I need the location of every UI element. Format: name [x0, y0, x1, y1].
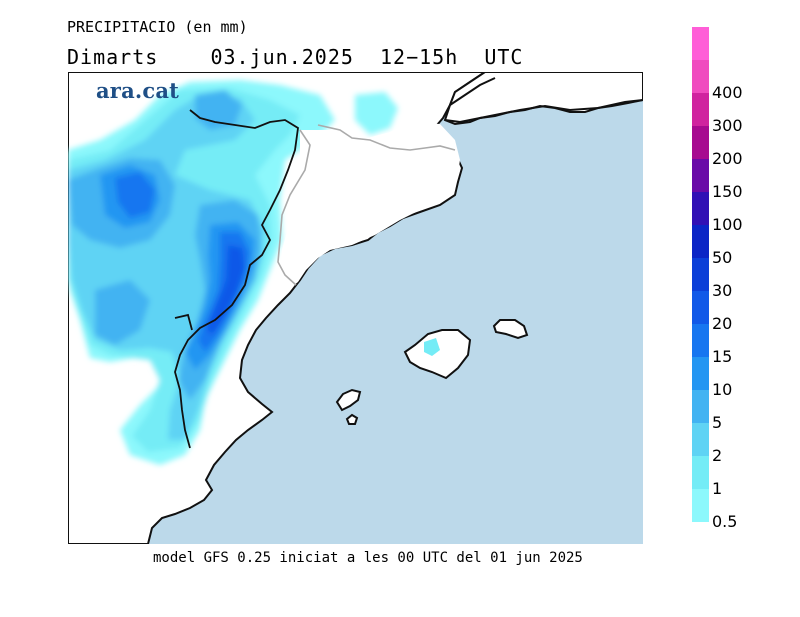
legend-swatch: [692, 423, 709, 456]
legend-label: 10: [712, 380, 733, 399]
legend-colorbar: [692, 27, 709, 522]
island-menorca: [492, 319, 529, 340]
legend-label: 5: [712, 413, 723, 432]
mallorca-precipitation: [424, 338, 440, 356]
legend-swatch: [692, 60, 709, 93]
island-mallorca: [403, 329, 472, 380]
border-valencia-west: [174, 313, 193, 331]
legend-swatch: [692, 456, 709, 489]
border-aragon: [174, 109, 299, 449]
model-info: model GFS 0.25 iniciat a les 00 UTC del …: [153, 550, 583, 566]
legend-swatch: [692, 390, 709, 423]
legend-label: 200: [712, 149, 743, 168]
legend-label: 15: [712, 347, 733, 366]
legend-label: 300: [712, 116, 743, 135]
forecast-datetime: Dimarts 03.jun.2025 12−15h UTC: [67, 45, 524, 69]
legend-swatch: [692, 27, 709, 60]
legend-swatch: [692, 93, 709, 126]
island-eivissa: [335, 388, 362, 412]
legend-swatch: [692, 324, 709, 357]
legend-label: 150: [712, 182, 743, 201]
legend-swatch: [692, 291, 709, 324]
legend-label: 50: [712, 248, 733, 267]
coastline-north: [449, 77, 496, 106]
island-formentera: [345, 413, 359, 425]
legend-label: 1: [712, 479, 723, 498]
ara-cat-logo: ara.cat: [96, 78, 180, 103]
precipitation-field: [68, 80, 440, 465]
border-andorra-france: [317, 124, 456, 151]
legend-swatch: [692, 159, 709, 192]
legend-label: 0.5: [712, 512, 738, 531]
legend-label: 400: [712, 83, 743, 102]
legend-label: 100: [712, 215, 743, 234]
legend-swatch: [692, 126, 709, 159]
legend-swatch: [692, 258, 709, 291]
legend-swatch: [692, 489, 709, 522]
legend-swatch: [692, 357, 709, 390]
legend-label: 20: [712, 314, 733, 333]
legend-label: 30: [712, 281, 733, 300]
chart-title: PRECIPITACIO (en mm): [67, 18, 248, 36]
legend-swatch: [692, 225, 709, 258]
legend-swatch: [692, 192, 709, 225]
legend-label: 2: [712, 446, 723, 465]
land-catalonia: [280, 122, 460, 290]
border-catalonia: [277, 129, 311, 286]
coastline-france-south: [444, 99, 643, 124]
